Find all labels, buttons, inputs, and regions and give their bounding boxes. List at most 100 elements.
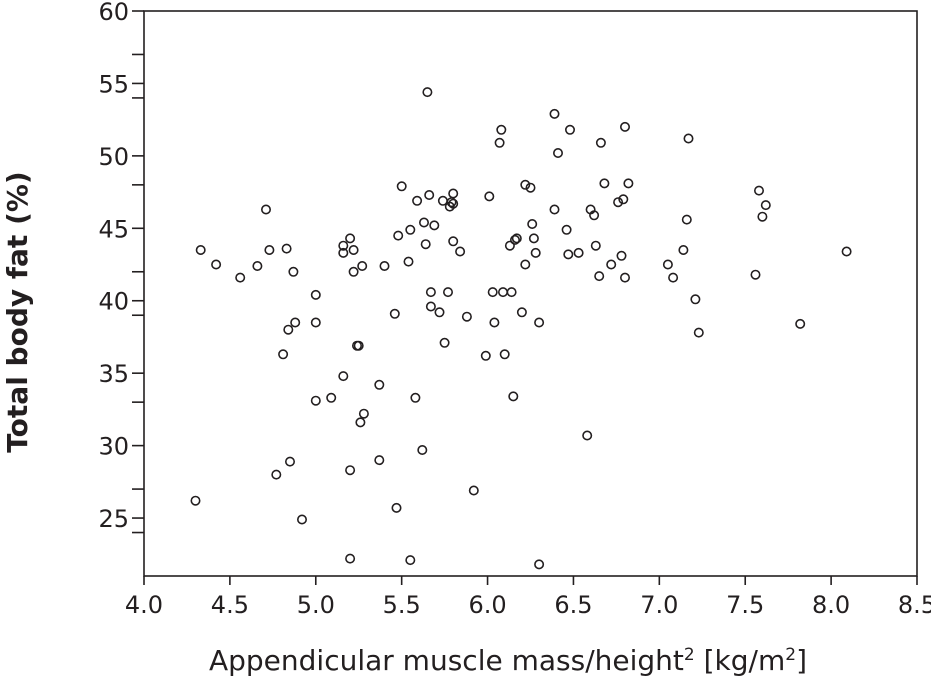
y-tick-label: 55 — [98, 70, 129, 98]
data-point — [753, 185, 764, 196]
data-point — [281, 243, 292, 254]
plot-frame — [143, 10, 918, 577]
data-point — [393, 230, 404, 241]
data-point — [448, 198, 459, 209]
data-point — [595, 137, 606, 148]
data-point — [613, 197, 624, 208]
data-point — [338, 247, 349, 258]
data-point — [442, 287, 453, 298]
data-point — [439, 337, 450, 348]
data-points — [190, 87, 852, 570]
x-axis-title-sup: 2 — [684, 645, 695, 665]
y-tick-label: 40 — [98, 288, 129, 316]
data-point — [618, 194, 629, 205]
data-point — [389, 308, 400, 319]
data-point — [417, 444, 428, 455]
x-axis-title-unit-sup: 2 — [785, 645, 796, 665]
x-tick-label: 6.5 — [554, 591, 592, 619]
data-point — [509, 234, 520, 245]
data-point — [284, 456, 295, 467]
data-point — [310, 395, 321, 406]
data-point — [582, 430, 593, 441]
x-axis-title-unit-open: [kg/m — [695, 644, 786, 677]
data-point — [750, 269, 761, 280]
data-point — [310, 317, 321, 328]
data-point — [480, 350, 491, 361]
data-point — [429, 220, 440, 231]
data-point — [511, 233, 522, 244]
data-point — [403, 256, 414, 267]
data-point — [448, 188, 459, 199]
data-point — [516, 307, 527, 318]
data-point — [271, 469, 282, 480]
x-tick-label: 6.0 — [468, 591, 506, 619]
data-point — [396, 181, 407, 192]
data-point — [420, 239, 431, 250]
data-point — [527, 219, 538, 230]
data-point — [296, 514, 307, 525]
data-point — [594, 271, 605, 282]
data-point — [589, 210, 600, 221]
data-point — [448, 236, 459, 247]
data-point — [619, 121, 630, 132]
data-point — [425, 301, 436, 312]
x-tick-label: 5.0 — [297, 591, 335, 619]
data-point — [455, 246, 466, 257]
y-tick-label: 25 — [98, 505, 129, 533]
data-point — [353, 340, 364, 351]
x-tick-label: 4.5 — [211, 591, 249, 619]
x-axis: 4.0 4.5 5.0 5.5 6.0 6.5 7.0 7.5 8.0 8.5 — [125, 576, 931, 619]
data-point — [520, 179, 531, 190]
data-point — [760, 200, 771, 211]
data-point — [534, 559, 545, 570]
data-point — [260, 204, 271, 215]
plot-border — [143, 10, 918, 577]
data-point — [484, 191, 495, 202]
data-point — [690, 294, 701, 305]
data-point — [683, 133, 694, 144]
data-point — [326, 392, 337, 403]
data-point — [345, 465, 356, 476]
data-point — [549, 204, 560, 215]
data-point — [525, 182, 536, 193]
data-point — [530, 247, 541, 258]
data-point — [379, 260, 390, 271]
data-point — [489, 317, 500, 328]
data-point — [424, 190, 435, 201]
data-point — [552, 148, 563, 159]
data-point — [573, 247, 584, 258]
data-point — [412, 195, 423, 206]
data-point — [345, 553, 356, 564]
data-point — [235, 272, 246, 283]
data-point — [264, 245, 275, 256]
data-point — [410, 392, 421, 403]
data-point — [520, 259, 531, 270]
data-point — [508, 391, 519, 402]
y-axis: 60 55 50 45 40 35 30 25 — [98, 0, 144, 534]
data-point — [461, 311, 472, 322]
x-tick-label: 7.0 — [640, 591, 678, 619]
data-point — [425, 287, 436, 298]
data-point — [528, 233, 539, 244]
data-point — [357, 260, 368, 271]
data-point — [693, 327, 704, 338]
data-point — [391, 502, 402, 513]
data-point — [563, 249, 574, 260]
data-point — [841, 246, 852, 257]
data-point — [549, 108, 560, 119]
data-point — [616, 250, 627, 261]
x-tick-label: 4.0 — [125, 591, 163, 619]
data-point — [252, 260, 263, 271]
y-tick-label: 30 — [98, 433, 129, 461]
data-point — [668, 272, 679, 283]
data-point — [795, 318, 806, 329]
data-point — [358, 408, 369, 419]
data-point — [345, 233, 356, 244]
y-tick-label: 35 — [98, 360, 129, 388]
data-point — [348, 245, 359, 256]
data-point — [338, 240, 349, 251]
data-point — [468, 485, 479, 496]
x-tick-label: 8.5 — [898, 591, 931, 619]
y-axis-title: Total body fat (%) — [1, 171, 34, 452]
